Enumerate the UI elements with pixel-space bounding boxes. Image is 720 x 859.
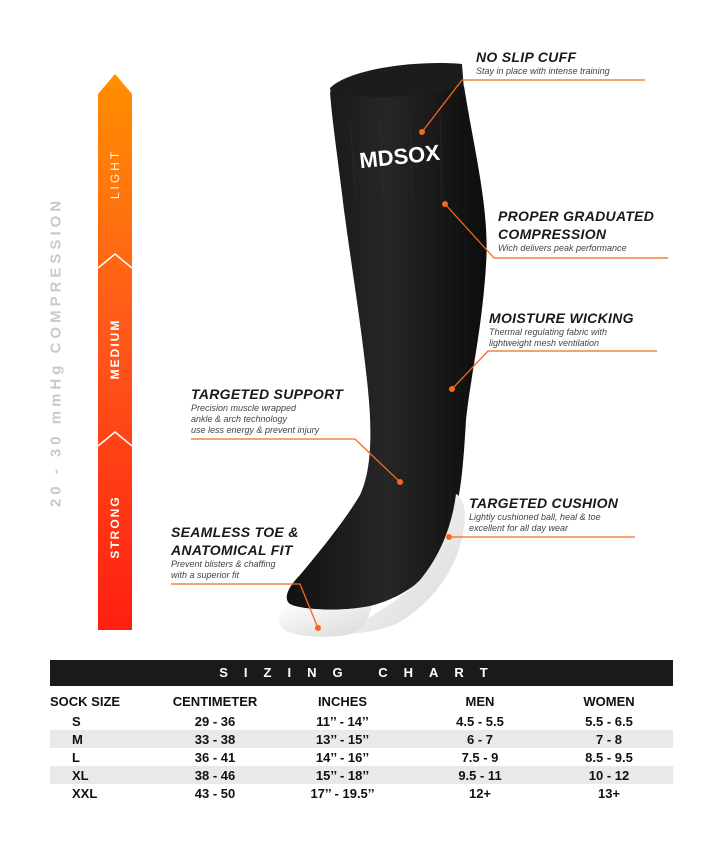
cell-women: 13+ <box>597 785 621 801</box>
cell-women: 10 - 12 <box>545 766 673 784</box>
cell-women: 8.5 - 9.5 <box>585 749 633 765</box>
callout-title-line1: PROPER GRADUATED <box>498 208 655 224</box>
callout-targeted-cushion: TARGETED CUSHION Lightly cushioned ball,… <box>469 494 618 534</box>
callout-title-line2: COMPRESSION <box>498 226 607 242</box>
callout-title: MOISTURE WICKING <box>489 310 634 326</box>
cell-women: 5.5 - 6.5 <box>585 713 633 729</box>
sock-illustration: MDSOX <box>171 63 668 637</box>
table-row: M 33 - 38 13’’ - 15’’ 6 - 7 7 - 8 <box>50 730 673 748</box>
callout-graduated-compression: PROPER GRADUATED COMPRESSION Wich delive… <box>498 207 654 254</box>
cell-inches: 13’’ - 15’’ <box>270 730 415 748</box>
header-centimeter: CENTIMETER <box>172 693 258 709</box>
cell-women: 7 - 8 <box>545 730 673 748</box>
callout-desc-line2: ankle & arch technology <box>191 414 288 424</box>
callout-desc-line2: excellent for all day wear <box>469 523 569 533</box>
compression-gauge: LIGHT MEDIUM STRONG <box>98 74 132 630</box>
cell-men: 4.5 - 5.5 <box>456 713 504 729</box>
cell-cm: 43 - 50 <box>194 785 236 801</box>
cell-inches: 17’’ - 19.5’’ <box>310 785 375 801</box>
cell-size: S <box>72 713 81 729</box>
callout-title-line2: ANATOMICAL FIT <box>171 542 293 558</box>
callout-seamless-toe: SEAMLESS TOE & ANATOMICAL FIT Prevent bl… <box>171 523 299 581</box>
callout-no-slip-cuff: NO SLIP CUFF Stay in place with intense … <box>476 48 610 77</box>
callout-moisture-wicking: MOISTURE WICKING Thermal regulating fabr… <box>489 309 634 349</box>
callout-desc-line1: Thermal regulating fabric with <box>489 327 608 337</box>
table-row: S 29 - 36 11’’ - 14’’ 4.5 - 5.5 5.5 - 6.… <box>50 712 673 730</box>
cell-cm: 33 - 38 <box>160 730 270 748</box>
cell-inches: 11’’ - 14’’ <box>316 713 369 729</box>
callout-desc: Stay in place with intense training <box>476 66 610 76</box>
cell-cm: 36 - 41 <box>194 749 236 765</box>
callout-desc-line2: with a superior fit <box>171 570 240 580</box>
header-women: WOMEN <box>583 693 635 709</box>
table-row: XXL 43 - 50 17’’ - 19.5’’ 12+ 13+ <box>50 784 673 802</box>
sizing-chart-title: SIZING CHART <box>50 660 673 686</box>
cell-men: 7.5 - 9 <box>461 749 499 765</box>
cell-cm: 38 - 46 <box>160 766 270 784</box>
compression-gauge-bar <box>98 74 132 630</box>
callout-targeted-support: TARGETED SUPPORT Precision muscle wrappe… <box>191 385 343 436</box>
callout-desc-line1: Prevent blisters & chaffing <box>171 559 276 569</box>
cell-size: L <box>72 749 80 765</box>
cell-cm: 29 - 36 <box>194 713 236 729</box>
callout-desc-line1: Lightly cushioned ball, heal & toe <box>469 512 601 522</box>
cell-size: XXL <box>72 785 98 801</box>
table-row: XL 38 - 46 15’’ - 18’’ 9.5 - 11 10 - 12 <box>50 766 673 784</box>
callout-title: TARGETED CUSHION <box>469 495 619 511</box>
cell-inches: 14’’ - 16’’ <box>315 749 370 765</box>
header-inches: INCHES <box>317 693 368 709</box>
table-header-row: SOCK SIZE CENTIMETER INCHES MEN WOMEN <box>50 690 673 712</box>
callout-desc-line3: use less energy & prevent injury <box>191 425 320 435</box>
header-sock-size: SOCK SIZE <box>50 693 121 709</box>
cell-size: M <box>50 730 160 748</box>
cell-men: 12+ <box>468 785 492 801</box>
callout-desc: Wich delivers peak performance <box>498 243 627 253</box>
callout-title: NO SLIP CUFF <box>476 49 577 65</box>
callout-title: TARGETED SUPPORT <box>191 386 344 402</box>
cell-men: 9.5 - 11 <box>415 766 545 784</box>
cell-men: 6 - 7 <box>415 730 545 748</box>
callout-title-line1: SEAMLESS TOE & <box>171 524 299 540</box>
table-row: L 36 - 41 14’’ - 16’’ 7.5 - 9 8.5 - 9.5 <box>50 748 673 766</box>
callout-desc-line1: Precision muscle wrapped <box>191 403 297 413</box>
header-men: MEN <box>465 693 495 709</box>
sizing-table: SOCK SIZE CENTIMETER INCHES MEN WOMEN S … <box>50 690 673 802</box>
callout-desc-line2: lightweight mesh ventilation <box>489 338 600 348</box>
cell-inches: 15’’ - 18’’ <box>270 766 415 784</box>
cell-size: XL <box>50 766 160 784</box>
